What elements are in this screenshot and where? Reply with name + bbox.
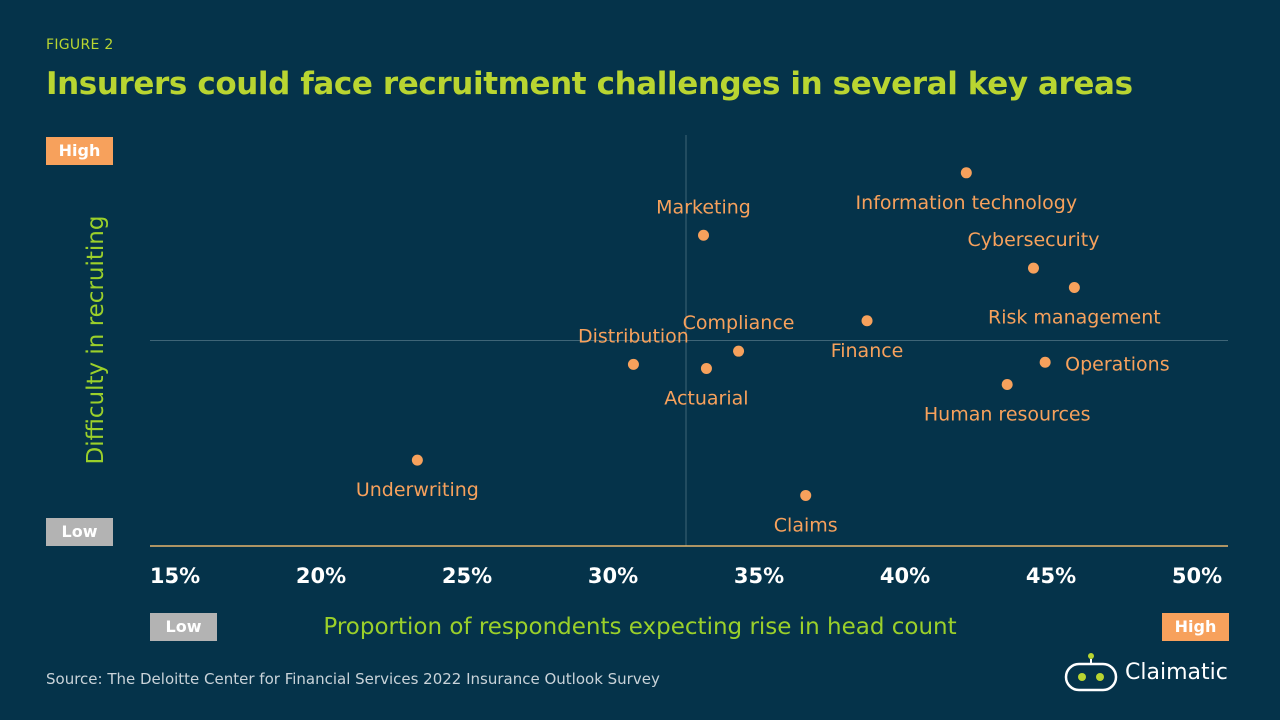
logo-text: Claimatic	[1125, 659, 1228, 685]
y-axis-label: Difficulty in recruiting	[83, 215, 109, 465]
data-point	[1039, 356, 1051, 368]
data-point-label: Distribution	[578, 325, 689, 347]
data-point-label: Human resources	[924, 403, 1091, 425]
chart-title: Insurers could face recruitment challeng…	[46, 66, 1133, 102]
data-point-label: Information technology	[856, 192, 1078, 214]
x-tick-label: 45%	[1026, 564, 1076, 588]
data-point-label: Underwriting	[356, 479, 479, 501]
x-axis-label: Proportion of respondents expecting rise…	[323, 614, 957, 640]
data-point	[700, 362, 712, 374]
robot-icon	[1064, 653, 1118, 692]
data-point	[698, 229, 710, 241]
data-point	[411, 454, 423, 466]
x-tick-label: 25%	[442, 564, 492, 588]
x-high-tag: High	[1162, 613, 1229, 641]
data-point-label: Claims	[774, 514, 838, 536]
x-tick-label: 35%	[734, 564, 784, 588]
data-point	[861, 315, 873, 327]
x-low-tag: Low	[150, 613, 217, 641]
data-point-label: Operations	[1065, 353, 1169, 375]
data-point	[1027, 262, 1039, 274]
data-point	[627, 358, 639, 370]
data-point-label: Compliance	[683, 312, 795, 334]
x-tick-label: 30%	[588, 564, 638, 588]
claimatic-logo: Claimatic	[1063, 652, 1228, 692]
data-point-label: Actuarial	[664, 387, 748, 409]
data-point	[1001, 378, 1013, 390]
figure-label: FIGURE 2	[46, 37, 114, 53]
x-tick-label: 15%	[150, 564, 200, 588]
x-tick-label: 40%	[880, 564, 930, 588]
source-note: Source: The Deloitte Center for Financia…	[46, 670, 660, 688]
data-point-label: Cybersecurity	[968, 229, 1100, 251]
data-point	[1068, 281, 1080, 293]
y-low-tag: Low	[46, 518, 113, 546]
data-point	[733, 345, 745, 357]
y-high-tag: High	[46, 137, 113, 165]
x-tick-label: 20%	[296, 564, 346, 588]
data-point	[960, 167, 972, 179]
data-point-label: Marketing	[656, 196, 751, 218]
data-point-label: Finance	[831, 340, 904, 362]
x-tick-label: 50%	[1172, 564, 1222, 588]
data-point	[800, 489, 812, 501]
data-point-label: Risk management	[988, 306, 1161, 328]
